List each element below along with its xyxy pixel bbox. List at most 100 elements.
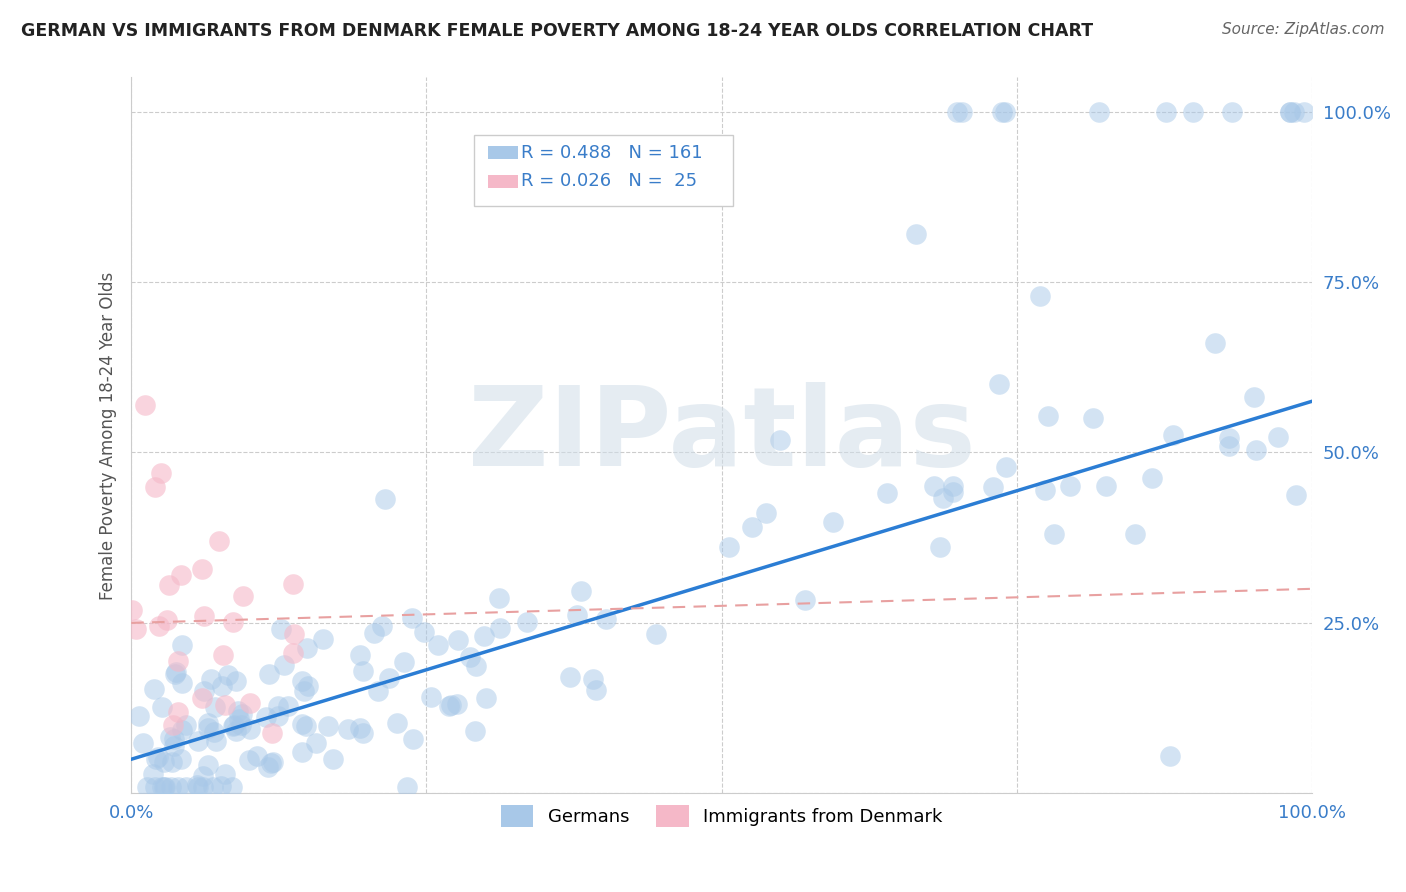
- Point: [174, 718, 197, 732]
- Point: [208, 534, 231, 549]
- Point: [197, 721, 219, 735]
- Point: [994, 104, 1017, 119]
- Point: [172, 676, 194, 690]
- Point: [488, 591, 510, 606]
- Point: [876, 486, 898, 500]
- Point: [558, 670, 581, 684]
- Point: [204, 700, 226, 714]
- FancyBboxPatch shape: [474, 135, 734, 206]
- Point: [1059, 478, 1081, 492]
- Point: [143, 780, 166, 794]
- Point: [1244, 443, 1267, 458]
- Point: [1036, 409, 1059, 423]
- Text: Source: ZipAtlas.com: Source: ZipAtlas.com: [1222, 22, 1385, 37]
- Point: [942, 484, 965, 499]
- Point: [170, 567, 193, 582]
- Point: [595, 612, 617, 626]
- Point: [291, 716, 314, 731]
- Point: [172, 638, 194, 652]
- Point: [259, 756, 281, 770]
- Point: [159, 730, 181, 744]
- Point: [283, 627, 305, 641]
- Point: [163, 739, 186, 754]
- Point: [374, 491, 396, 506]
- Point: [645, 627, 668, 641]
- Point: [167, 705, 190, 719]
- Point: [1220, 104, 1243, 119]
- Point: [349, 648, 371, 662]
- Point: [212, 648, 235, 662]
- Point: [465, 659, 488, 673]
- Point: [1282, 104, 1305, 119]
- Point: [1142, 471, 1164, 485]
- Point: [950, 104, 973, 119]
- Point: [922, 479, 945, 493]
- Point: [472, 629, 495, 643]
- Point: [150, 700, 173, 714]
- Point: [412, 625, 434, 640]
- Point: [153, 780, 176, 794]
- Point: [458, 650, 481, 665]
- Point: [225, 724, 247, 739]
- Point: [165, 665, 187, 679]
- Point: [221, 719, 243, 733]
- Point: [946, 104, 969, 119]
- Point: [363, 625, 385, 640]
- Point: [146, 749, 169, 764]
- Point: [1204, 336, 1226, 351]
- Point: [995, 459, 1018, 474]
- Point: [201, 780, 224, 794]
- Point: [295, 718, 318, 732]
- Point: [426, 639, 449, 653]
- Point: [322, 752, 344, 766]
- Point: [305, 736, 328, 750]
- Point: [170, 723, 193, 738]
- Point: [401, 610, 423, 624]
- Point: [1123, 527, 1146, 541]
- Point: [132, 736, 155, 750]
- Point: [225, 673, 247, 688]
- Point: [292, 684, 315, 698]
- Point: [1156, 104, 1178, 119]
- Point: [352, 664, 374, 678]
- Point: [267, 709, 290, 723]
- Point: [741, 520, 763, 534]
- Point: [231, 717, 253, 731]
- Point: [718, 540, 741, 554]
- Point: [148, 619, 170, 633]
- Point: [1161, 428, 1184, 442]
- Point: [224, 717, 246, 731]
- Text: R = 0.026   N =  25: R = 0.026 N = 25: [520, 172, 697, 190]
- Point: [191, 768, 214, 782]
- Point: [191, 561, 214, 575]
- Point: [187, 734, 209, 748]
- Text: ZIPatlas: ZIPatlas: [468, 382, 976, 489]
- Point: [769, 433, 792, 447]
- Point: [262, 755, 284, 769]
- Point: [1159, 748, 1181, 763]
- Point: [277, 698, 299, 713]
- Point: [186, 778, 208, 792]
- Point: [988, 377, 1011, 392]
- Point: [270, 623, 292, 637]
- Point: [145, 751, 167, 765]
- Point: [160, 780, 183, 794]
- Point: [174, 780, 197, 794]
- Point: [143, 479, 166, 493]
- Point: [257, 759, 280, 773]
- Point: [585, 682, 607, 697]
- Point: [238, 753, 260, 767]
- Point: [1243, 390, 1265, 404]
- Point: [516, 615, 538, 629]
- Point: [402, 731, 425, 746]
- Point: [281, 577, 304, 591]
- Point: [1279, 104, 1302, 119]
- Point: [1095, 478, 1118, 492]
- Point: [981, 479, 1004, 493]
- Point: [447, 632, 470, 647]
- Point: [214, 766, 236, 780]
- Point: [167, 780, 190, 794]
- Point: [136, 780, 159, 794]
- FancyBboxPatch shape: [488, 175, 517, 187]
- Point: [239, 697, 262, 711]
